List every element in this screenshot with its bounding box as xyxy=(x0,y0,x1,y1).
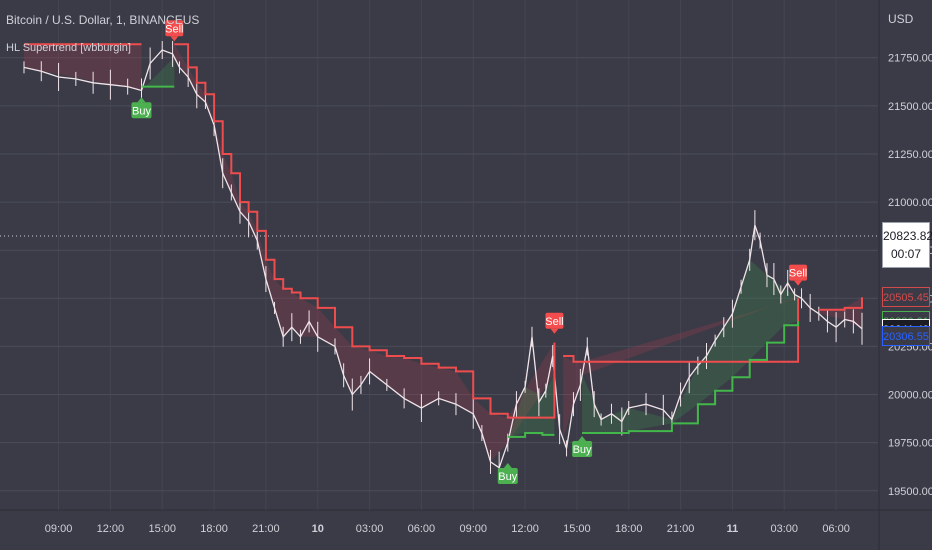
supertrend-bear-line xyxy=(563,298,800,363)
x-tick-label: 06:00 xyxy=(822,523,850,535)
x-tick-label: 03:00 xyxy=(356,523,384,535)
chart-legend: Bitcoin / U.S. Dollar, 1, BINANCEUS HL S… xyxy=(6,12,199,56)
symbol-title[interactable]: Bitcoin / U.S. Dollar, 1, BINANCEUS xyxy=(6,13,200,27)
x-tick-label: 12:00 xyxy=(97,523,125,535)
x-tick-label: 09:00 xyxy=(459,523,487,535)
x-tick-label: 11 xyxy=(727,523,739,535)
x-tick-label: 21:00 xyxy=(667,523,695,535)
signal-label-box xyxy=(165,20,184,37)
last-price-value: 20823.82 xyxy=(883,229,932,243)
bear-fill xyxy=(174,44,555,462)
signal-label-box xyxy=(497,467,518,484)
signal-pointer xyxy=(170,36,179,42)
y-tick-label: 21250.00 xyxy=(888,149,932,161)
signal-label-box xyxy=(572,441,593,458)
buy-signal-label: Buy xyxy=(498,471,517,483)
y-tick-label: 21000.00 xyxy=(888,197,932,209)
signal-pointer xyxy=(794,280,803,286)
last-price-badge: 20823.82 00:07 xyxy=(882,222,932,268)
currency-label: USD xyxy=(888,12,914,26)
signal-label-box xyxy=(789,264,808,281)
signal-label-box xyxy=(545,312,564,329)
x-tick-label: 15:00 xyxy=(563,523,591,535)
y-tick-label: 19750.00 xyxy=(888,438,932,450)
x-tick-label: 15:00 xyxy=(148,523,176,535)
sell-signal-label: Sell xyxy=(165,23,183,35)
sell-signal-label: Sell xyxy=(545,316,563,328)
x-tick-label: 10 xyxy=(312,523,324,535)
bull-fill xyxy=(507,374,555,443)
x-tick-label: 09:00 xyxy=(45,523,73,535)
price-line xyxy=(23,49,863,469)
x-tick-label: 03:00 xyxy=(770,523,798,535)
indicator-title[interactable]: HL Supertrend [wbburgin] xyxy=(6,42,131,54)
x-tick-label: 18:00 xyxy=(615,523,643,535)
supertrend-bull-line xyxy=(507,432,555,438)
x-tick-label: 21:00 xyxy=(252,523,280,535)
signal-pointer xyxy=(137,97,146,103)
bull-fill xyxy=(582,259,799,433)
buy-signal-label: Buy xyxy=(573,444,592,456)
x-tick-label: 06:00 xyxy=(408,523,436,535)
price-badge: 20505.45 xyxy=(882,287,930,308)
signal-pointer xyxy=(578,436,587,442)
signal-pointer xyxy=(503,462,512,468)
x-tick-label: 18:00 xyxy=(200,523,228,535)
y-tick-label: 19500.00 xyxy=(888,486,932,498)
bull-fill xyxy=(141,57,175,91)
x-tick-label: 12:00 xyxy=(511,523,539,535)
bear-fill xyxy=(24,44,142,91)
y-tick-label: 21500.00 xyxy=(888,101,932,113)
sell-signal-label: Sell xyxy=(789,268,807,280)
supertrend-bear-line xyxy=(818,297,863,311)
bar-countdown: 00:07 xyxy=(890,247,922,261)
y-tick-label: 20000.00 xyxy=(888,390,932,402)
price-badge: 20306.55 xyxy=(882,325,930,346)
signal-pointer xyxy=(550,328,559,334)
buy-signal-label: Buy xyxy=(132,105,151,117)
supertrend-bull-line xyxy=(582,321,800,434)
signal-label-box xyxy=(131,102,152,119)
y-tick-label: 21750.00 xyxy=(888,53,932,65)
supertrend-bear-line xyxy=(174,43,556,419)
